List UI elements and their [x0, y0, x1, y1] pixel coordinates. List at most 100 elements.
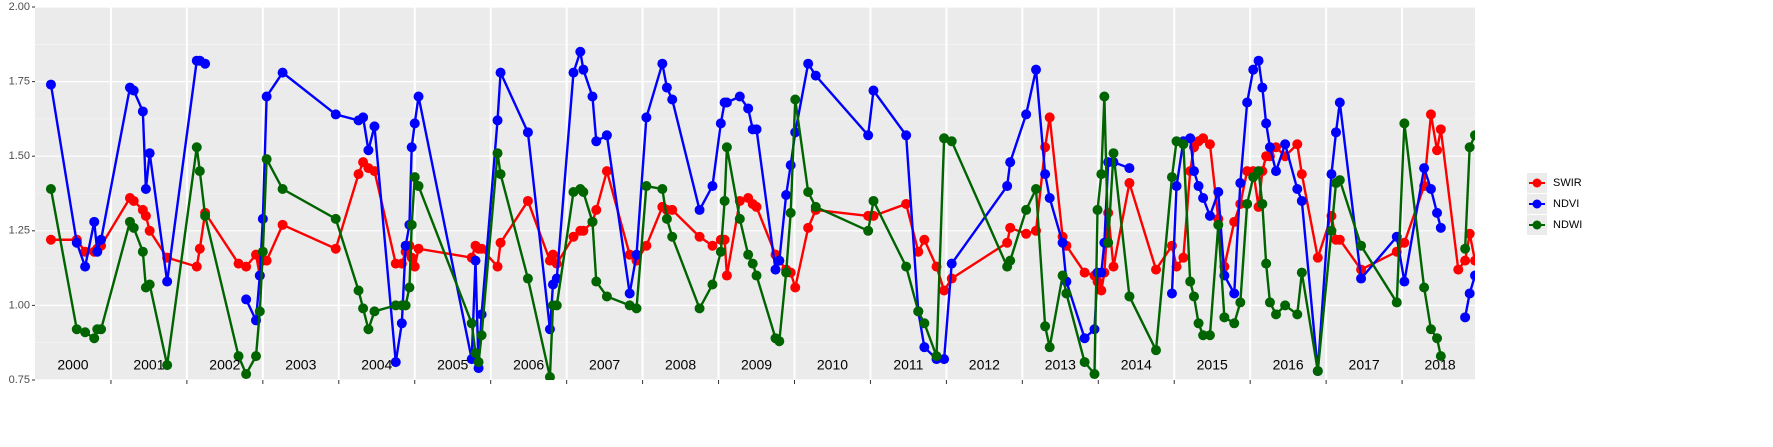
point	[1235, 178, 1246, 189]
year-label: 2001	[133, 357, 164, 373]
point	[587, 91, 598, 102]
point	[470, 255, 481, 266]
point	[667, 94, 678, 105]
point	[1204, 330, 1215, 341]
point	[1040, 321, 1051, 332]
point	[641, 240, 652, 251]
point	[939, 133, 950, 144]
point	[719, 195, 730, 206]
point	[868, 85, 879, 96]
point	[1031, 184, 1042, 195]
point	[1198, 192, 1209, 203]
point	[1419, 163, 1430, 174]
point	[1261, 258, 1272, 269]
point	[1326, 225, 1337, 236]
point	[1213, 187, 1224, 198]
year-label: 2011	[893, 357, 923, 373]
year-label: 2009	[741, 357, 772, 373]
point	[624, 249, 635, 260]
point	[1092, 204, 1103, 215]
point	[1021, 228, 1032, 239]
point	[1464, 142, 1475, 153]
point	[601, 291, 612, 302]
point	[353, 285, 364, 296]
point	[45, 234, 56, 245]
point	[396, 318, 407, 329]
point	[261, 255, 272, 266]
point	[369, 306, 380, 317]
point	[751, 201, 762, 212]
point	[1312, 252, 1323, 263]
point	[1435, 351, 1446, 362]
point	[1005, 255, 1016, 266]
point	[400, 300, 411, 311]
point	[1219, 312, 1230, 323]
point	[241, 261, 252, 272]
point	[1470, 130, 1475, 141]
point	[734, 213, 745, 224]
point	[747, 258, 758, 269]
point	[1229, 318, 1240, 329]
point	[492, 261, 503, 272]
point	[96, 234, 107, 245]
point	[1271, 166, 1282, 177]
point	[71, 237, 82, 248]
point	[89, 333, 100, 344]
point	[1425, 109, 1436, 120]
point	[128, 85, 139, 96]
point	[601, 166, 612, 177]
point	[492, 115, 503, 126]
point	[657, 184, 668, 195]
point	[1099, 91, 1110, 102]
point	[544, 372, 555, 380]
point	[1204, 210, 1215, 221]
y-tick-label: 1.25	[9, 225, 30, 237]
point	[369, 166, 380, 177]
point	[544, 324, 555, 335]
point	[406, 142, 417, 153]
point	[1166, 240, 1177, 251]
point	[200, 210, 211, 221]
point	[522, 273, 533, 284]
point	[522, 195, 533, 206]
point	[568, 231, 579, 242]
point	[1124, 291, 1135, 302]
point	[1108, 148, 1119, 159]
point	[657, 58, 668, 69]
series-line	[50, 114, 1475, 295]
point	[330, 243, 341, 254]
point	[144, 148, 155, 159]
point	[390, 357, 401, 368]
point	[810, 201, 821, 212]
point	[1399, 276, 1410, 287]
point	[1470, 270, 1475, 281]
point	[863, 130, 874, 141]
point	[1460, 243, 1471, 254]
point	[1460, 255, 1471, 266]
point	[1096, 267, 1107, 278]
marks	[45, 46, 1475, 380]
legend-point	[1532, 178, 1542, 188]
year-label: 2006	[513, 357, 544, 373]
point	[476, 330, 487, 341]
point	[1334, 97, 1345, 108]
point	[721, 270, 732, 281]
point	[1185, 133, 1196, 144]
legend-label: NDVI	[1553, 198, 1579, 210]
point	[785, 160, 796, 171]
point	[1261, 118, 1272, 129]
point	[89, 216, 100, 227]
legend-label: NDWI	[1553, 219, 1582, 231]
point	[1425, 184, 1436, 195]
point	[476, 243, 487, 254]
y-tick-label: 1.50	[9, 150, 30, 162]
point	[241, 294, 252, 305]
point	[939, 354, 950, 365]
point	[591, 276, 602, 287]
year-label: 2002	[209, 357, 240, 373]
point	[803, 222, 814, 233]
point	[1257, 82, 1268, 93]
point	[641, 181, 652, 192]
point	[1425, 324, 1436, 335]
